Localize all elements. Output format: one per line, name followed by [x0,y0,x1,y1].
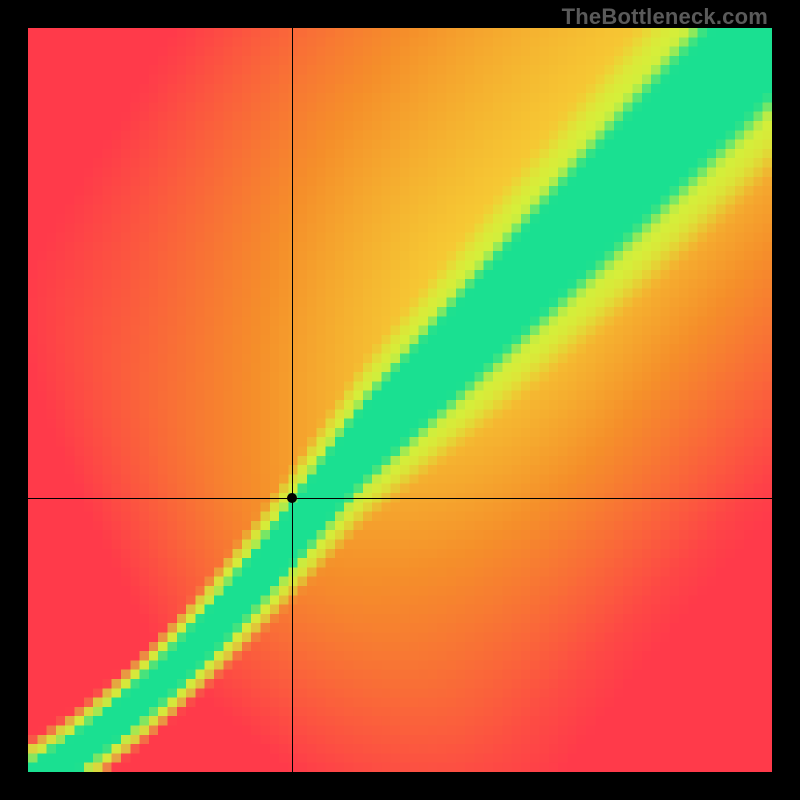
crosshair-vertical [292,28,293,772]
watermark-text: TheBottleneck.com [562,4,768,30]
crosshair-marker [287,493,297,503]
plot-area [28,28,772,772]
crosshair-horizontal [28,498,772,499]
chart-container: TheBottleneck.com [0,0,800,800]
heatmap-canvas [28,28,772,772]
